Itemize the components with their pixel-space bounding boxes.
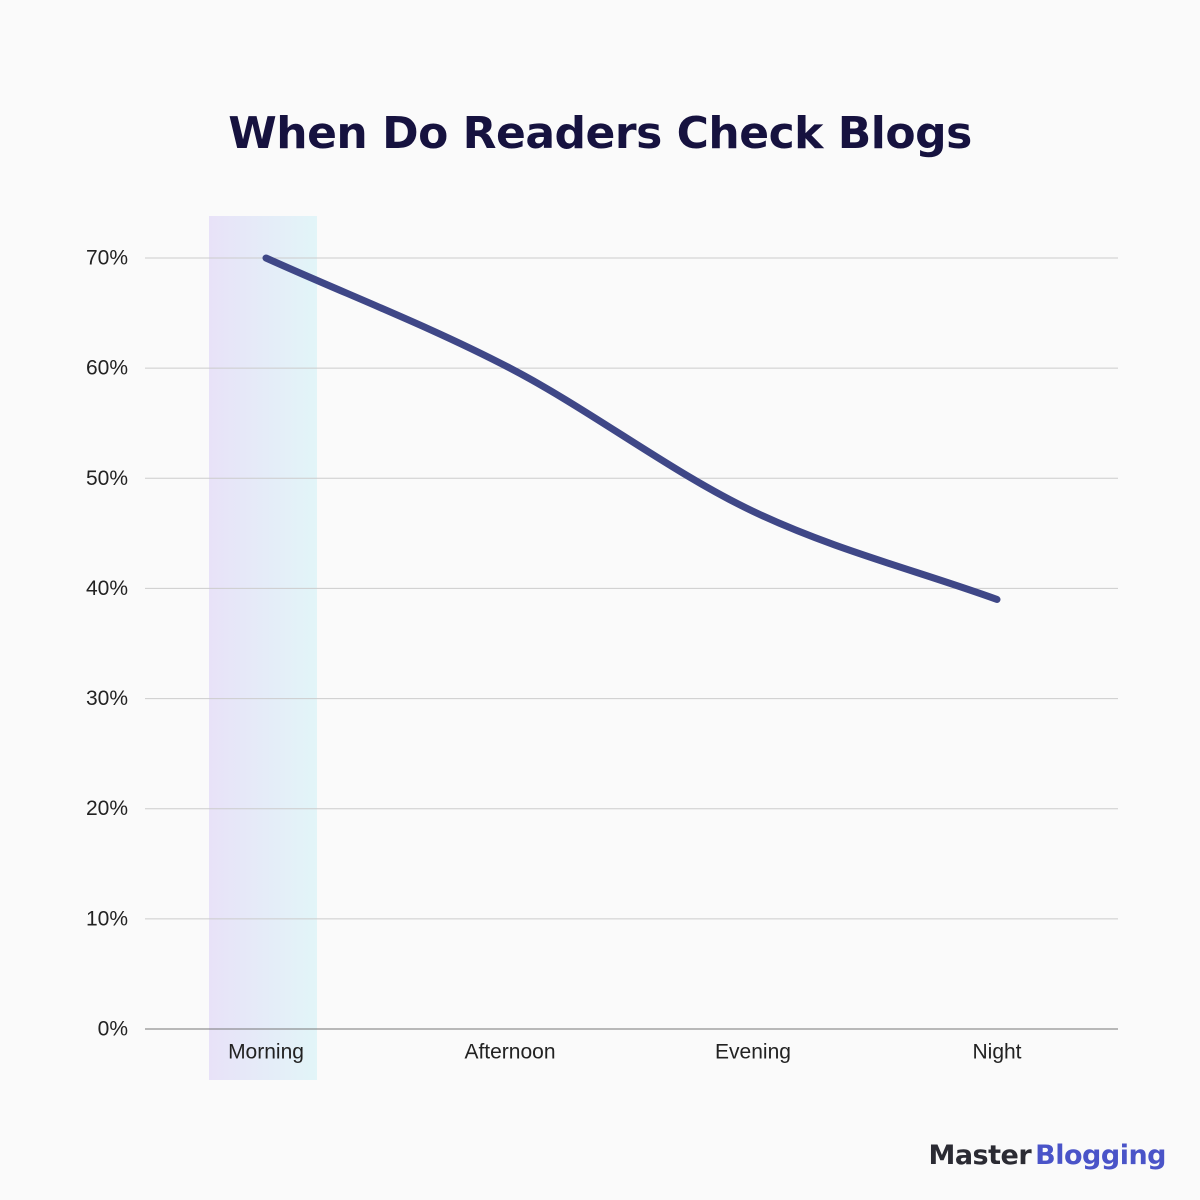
y-tick-label: 20% (86, 797, 128, 820)
x-tick-label: Morning (228, 1041, 304, 1064)
x-tick-label: Evening (715, 1041, 791, 1064)
highlight-band (209, 216, 317, 1080)
x-tick-label: Night (972, 1041, 1021, 1064)
y-tick-label: 40% (86, 577, 128, 600)
y-tick-label: 30% (86, 687, 128, 710)
y-tick-label: 10% (86, 907, 128, 930)
brand-logo: Master Blogging (928, 1140, 1166, 1171)
brand-logo-part-1: Master (928, 1140, 1032, 1171)
brand-logo-part-2: Blogging (1035, 1140, 1166, 1171)
chart-title: When Do Readers Check Blogs (228, 108, 972, 159)
y-tick-label: 70% (86, 247, 128, 270)
x-tick-label: Afternoon (464, 1041, 555, 1064)
y-tick-label: 60% (86, 357, 128, 380)
y-tick-label: 50% (86, 467, 128, 490)
series-line (262, 254, 1001, 603)
y-tick-label: 0% (98, 1018, 128, 1041)
